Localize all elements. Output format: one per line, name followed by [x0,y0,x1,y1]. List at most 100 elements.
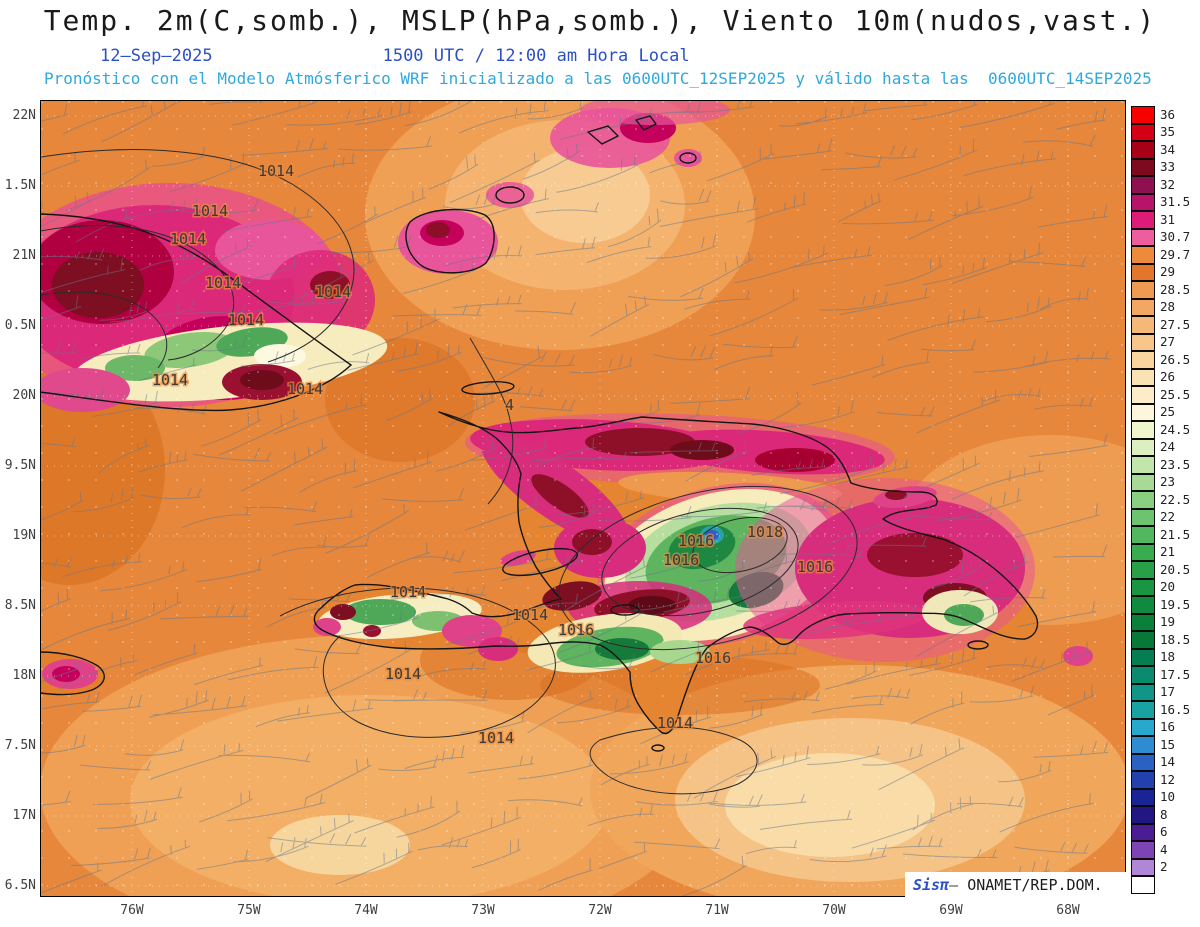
colorbar-swatch [1131,561,1155,579]
colorbar-label: 21 [1160,544,1176,559]
colorbar-entry: 36 [1131,106,1190,124]
isobar-label: 1016 [695,649,731,667]
isobar-label: 1016 [558,621,594,639]
colorbar-label: 18.5 [1160,631,1191,647]
colorbar-swatch [1131,613,1155,631]
colorbar-label: 24.5 [1160,421,1191,437]
colorbar-swatch [1131,176,1155,194]
x-axis-label: 74W [354,903,378,918]
x-axis-label: 73W [471,903,495,918]
colorbar-swatch [1131,771,1155,789]
colorbar-label: 12 [1160,771,1176,787]
colorbar-label: 23 [1160,474,1176,489]
isobar-label: 1014 [657,714,693,732]
colorbar-entry: 16 [1131,718,1190,736]
colorbar-entry: 15 [1131,736,1190,754]
colorbar-label: 33 [1160,159,1176,174]
y-axis-label: 6.5N [4,878,36,893]
isobar-labels: 1014 1014 1014 1014 1014 1014 1014 1014 4 1014 101… [151,161,835,749]
colorbar-entry: 34 [1131,141,1190,159]
isobar-label: 1014 [192,202,228,220]
colorbar-label: 25 [1160,404,1176,419]
colorbar-entry: 2 [1131,858,1190,876]
weather-map: 1014 1014 1014 1014 1014 1014 1014 1014 4 1014 101… [40,100,1126,897]
colorbar-swatch [1131,281,1155,299]
colorbar-swatch [1131,158,1155,176]
colorbar-entry: 28 [1131,298,1190,316]
colorbar-label: 21.5 [1160,526,1191,542]
colorbar-entry: 4 [1131,841,1190,859]
watermark-org: ONAMET/REP.DOM. [967,875,1103,894]
colorbar-swatch [1131,368,1155,386]
colorbar-entry: 23 [1131,473,1190,491]
colorbar-swatch [1131,456,1155,474]
watermark-separator: — [949,875,968,894]
model-info-line: Pronóstico con el Modelo Atmósferico WRF… [44,69,1152,88]
temperature-colorbar: 36 35 34 33 32 31.5 31 30.7 29.7 29 28.5 28 27.5 27 26… [1131,106,1190,894]
colorbar-swatch [1131,123,1155,141]
colorbar-swatch [1131,333,1155,351]
colorbar-label: 6 [1160,824,1168,839]
colorbar-swatch [1131,211,1155,229]
colorbar-label: 27.5 [1160,316,1191,332]
x-axis-label: 76W [120,903,144,918]
colorbar-swatch [1131,823,1155,841]
colorbar-swatch [1131,403,1155,421]
colorbar-swatch [1131,683,1155,701]
colorbar-swatch [1131,788,1155,806]
colorbar-entry: 31.5 [1131,193,1190,211]
isobar-label: 1014 [170,230,206,248]
isobar-label: 1016 [678,532,714,550]
x-axis-label: 68W [1056,903,1080,918]
colorbar-entry: 29 [1131,263,1190,281]
colorbar-entry: 28.5 [1131,281,1190,299]
y-axis-label: 9.5N [4,458,36,473]
y-axis-label: 1.5N [4,178,36,193]
colorbar-swatch [1131,596,1155,614]
colorbar-swatch [1131,701,1155,719]
colorbar-entry: 26 [1131,368,1190,386]
colorbar-entry: 17.5 [1131,666,1190,684]
isobar-label: 1014 [258,162,294,180]
colorbar-label: 35 [1160,124,1176,139]
colorbar-swatch [1131,228,1155,246]
colorbar-label: 17.5 [1160,666,1191,682]
colorbar-swatch [1131,578,1155,596]
colorbar-swatch [1131,876,1155,894]
colorbar-label: 14 [1160,754,1176,769]
colorbar-entry: 24.5 [1131,421,1190,439]
colorbar-entry: 31 [1131,211,1190,229]
colorbar-entry: 27 [1131,333,1190,351]
colorbar-label: 22.5 [1160,491,1191,507]
colorbar-swatch [1131,106,1155,124]
isobar-label: 1016 [663,551,699,569]
colorbar-swatch [1131,491,1155,509]
colorbar-label: 25.5 [1160,386,1191,402]
stipple-grid [40,100,1126,897]
isobar-label: 1014 [287,380,323,398]
y-axis-label: 8.5N [4,598,36,613]
isobar-label: 1014 [205,274,241,292]
forecast-local-time: 1500 UTC / 12:00 am Hora Local [382,46,690,66]
colorbar-label: 29.7 [1160,246,1191,262]
colorbar-entry: 20.5 [1131,561,1190,579]
colorbar-label: 24 [1160,439,1176,454]
colorbar-entry: 24 [1131,438,1190,456]
isobar-label: 1014 [152,371,188,389]
y-axis-label: 0.5N [4,318,36,333]
colorbar-swatch [1131,648,1155,666]
colorbar-entry: 26.5 [1131,351,1190,369]
watermark-brand: Sisπ [913,875,950,894]
colorbar-label: 31 [1160,211,1176,227]
colorbar-entry: 27.5 [1131,316,1190,334]
colorbar-swatch [1131,858,1155,876]
isobar-label: 1014 [478,729,514,747]
colorbar-entry: 30.7 [1131,228,1190,246]
colorbar-entry: 12 [1131,771,1190,789]
colorbar-swatch [1131,631,1155,649]
colorbar-entry: 14 [1131,753,1190,771]
map-frame [40,100,1126,897]
colorbar-swatch [1131,753,1155,771]
colorbar-entry: 25.5 [1131,386,1190,404]
colorbar-label: 20.5 [1160,561,1191,577]
